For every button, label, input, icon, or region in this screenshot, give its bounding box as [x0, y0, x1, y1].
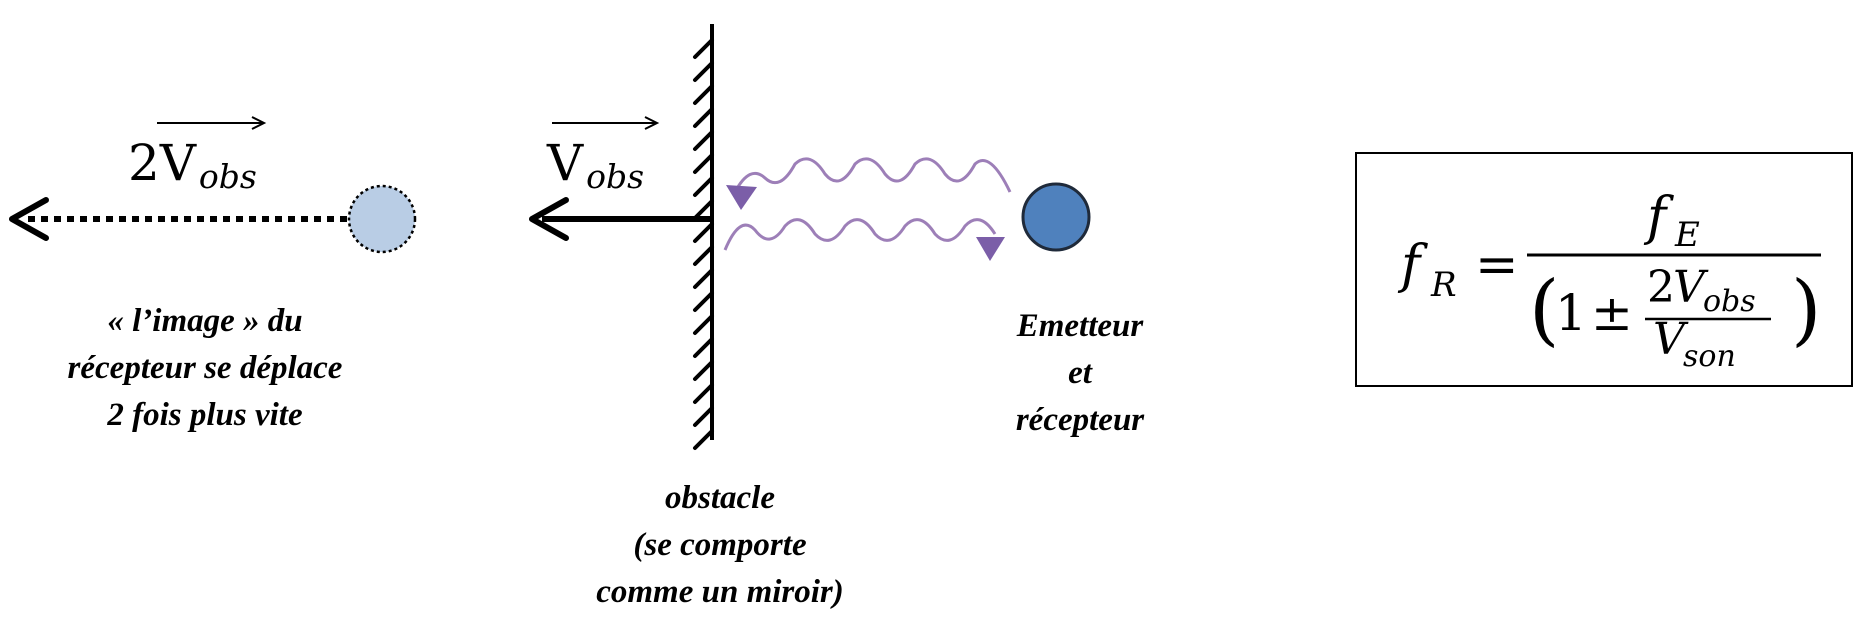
image-caption-line-2: récepteur se déplace	[67, 350, 343, 386]
emitted-wave-arrowhead	[976, 237, 1005, 261]
obstacle-velocity-label: Vobs	[546, 116, 660, 196]
obstacle-caption: obstacle (se comporte comme un miroir)	[540, 475, 900, 616]
image-velocity-sub: obs	[199, 157, 257, 196]
hatch-mark	[693, 199, 714, 220]
hatch-mark	[693, 61, 714, 82]
formula-lhs-symbol: f	[1397, 235, 1428, 295]
emitter-caption: Emetteur et récepteur	[980, 303, 1180, 444]
obstacle-velocity-arrow	[529, 197, 712, 241]
formula-open-paren: (	[1529, 265, 1559, 355]
svg-text:2Vobs: 2Vobs	[128, 134, 257, 196]
hatch-mark	[693, 222, 714, 243]
formula-num-symbol: f	[1643, 187, 1674, 247]
svg-text:Vobs: Vobs	[546, 134, 644, 196]
hatch-mark	[693, 84, 714, 105]
reflected-wave	[733, 157, 1012, 193]
formula-equals: =	[1475, 235, 1519, 295]
image-caption-line-1: « l’image » du	[107, 303, 303, 339]
hatch-mark	[693, 383, 714, 404]
obstacle-wall	[693, 24, 714, 450]
image-velocity-coeff: 2	[128, 134, 160, 192]
image-velocity-arrow	[9, 197, 382, 241]
hatch-mark	[693, 268, 714, 289]
formula-inner-num-sub: obs	[1703, 284, 1756, 319]
hatch-mark	[693, 406, 714, 427]
hatch-mark	[693, 245, 714, 266]
obstacle-caption-line-1: obstacle	[665, 480, 775, 516]
emitter-caption-line-1: Emetteur	[1016, 308, 1144, 344]
formula-inner-den-symbol: V	[1653, 314, 1689, 365]
obstacle-hatching	[693, 38, 714, 450]
hatch-mark	[693, 130, 714, 151]
hatch-mark	[693, 153, 714, 174]
hatch-mark	[693, 360, 714, 381]
doppler-formula-box: f R = f E ( ) 1 ± 2 V obs V son	[1355, 152, 1853, 387]
obstacle-caption-line-3: comme un miroir)	[596, 574, 844, 610]
formula-inner-num-symbol: V	[1673, 262, 1709, 313]
obstacle-velocity-symbol: V	[546, 134, 584, 192]
emitter-caption-line-2: et	[1068, 355, 1092, 391]
image-velocity-symbol: V	[159, 134, 197, 192]
formula-close-paren: )	[1791, 265, 1821, 355]
image-caption-line-3: 2 fois plus vite	[107, 397, 303, 433]
formula-inner-num-coeff: 2	[1647, 262, 1675, 313]
obstacle-caption-line-2: (se comporte	[633, 527, 807, 563]
formula-lhs-sub: R	[1430, 265, 1457, 305]
emitter-caption-line-3: récepteur	[1015, 402, 1145, 438]
hatch-mark	[693, 291, 714, 312]
image-velocity-label: 2Vobs	[128, 116, 267, 196]
reflected-wave-arrowhead	[726, 185, 757, 210]
hatch-mark	[693, 337, 714, 358]
image-caption: « l’image » du récepteur se déplace 2 fo…	[10, 298, 400, 439]
hatch-mark	[693, 107, 714, 128]
hatch-mark	[693, 38, 714, 59]
hatch-mark	[693, 314, 714, 335]
formula-num-sub: E	[1674, 215, 1700, 255]
emitted-wave	[723, 218, 997, 251]
doppler-formula: f R = f E ( ) 1 ± 2 V obs V son	[1397, 187, 1821, 374]
formula-plusminus: ±	[1591, 284, 1633, 342]
formula-inner-den-sub: son	[1683, 339, 1736, 374]
hatch-mark	[693, 429, 714, 450]
emitter-receiver-dot	[1021, 182, 1091, 252]
hatch-mark	[693, 176, 714, 197]
sound-waves	[723, 157, 1012, 261]
formula-one: 1	[1555, 284, 1587, 342]
receiver-image-dot	[347, 184, 417, 254]
obstacle-velocity-sub: obs	[586, 157, 644, 196]
